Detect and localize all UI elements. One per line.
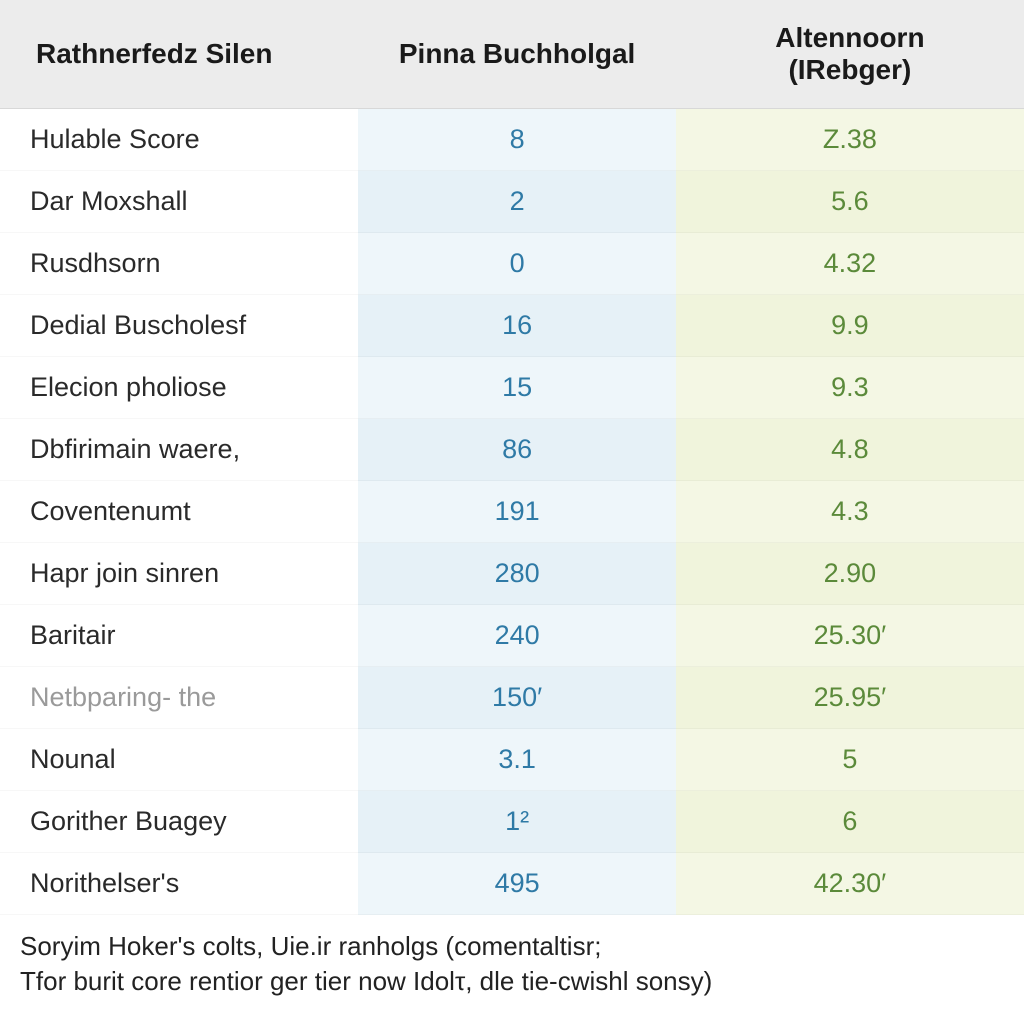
table-header-row: Rathnerfedz Silen Pinna Buchholgal Alten… <box>0 0 1024 109</box>
row-label: Baritair <box>0 605 358 667</box>
data-table: Rathnerfedz Silen Pinna Buchholgal Alten… <box>0 0 1024 915</box>
table-row: Dbfirimain waere, 86 4.8 <box>0 419 1024 481</box>
table-row: Dedial Buscholesf 16 9.9 <box>0 295 1024 357</box>
col-header-1: Rathnerfedz Silen <box>0 0 358 109</box>
row-value-col3: 42.30′ <box>676 853 1024 915</box>
table-row: Baritair 240 25.30′ <box>0 605 1024 667</box>
table-row: Rusdhsorn 0 4.32 <box>0 233 1024 295</box>
row-label: Gorither Buagey <box>0 791 358 853</box>
row-value-col3: 5.6 <box>676 171 1024 233</box>
row-value-col2: 86 <box>358 419 675 481</box>
row-value-col2: 1² <box>358 791 675 853</box>
row-value-col2: 280 <box>358 543 675 605</box>
table-row: Elecion pholiose 15 9.3 <box>0 357 1024 419</box>
table-row: Nounal 3.1 5 <box>0 729 1024 791</box>
col-header-2: Pinna Buchholgal <box>358 0 675 109</box>
row-label: Norithelser's <box>0 853 358 915</box>
table-row: Coventenumt 191 4.3 <box>0 481 1024 543</box>
row-value-col3: 4.32 <box>676 233 1024 295</box>
row-value-col3: Z.38 <box>676 109 1024 171</box>
row-label: Hapr join sinren <box>0 543 358 605</box>
footnote-line-1: Soryim Hoker's colts, Uie.ir ranholgs (c… <box>20 929 1004 964</box>
row-label: Hulable Score <box>0 109 358 171</box>
row-value-col3: 6 <box>676 791 1024 853</box>
table-row: Gorither Buagey 1² 6 <box>0 791 1024 853</box>
row-value-col3: 9.3 <box>676 357 1024 419</box>
row-label: Coventenumt <box>0 481 358 543</box>
row-value-col3: 2.90 <box>676 543 1024 605</box>
row-value-col2: 150′ <box>358 667 675 729</box>
table-row: Dar Moxshall 2 5.6 <box>0 171 1024 233</box>
col-header-3: Altennoorn(IRebger) <box>676 0 1024 109</box>
row-value-col2: 15 <box>358 357 675 419</box>
footnote: Soryim Hoker's colts, Uie.ir ranholgs (c… <box>0 915 1024 999</box>
row-value-col3: 4.8 <box>676 419 1024 481</box>
row-label: Elecion pholiose <box>0 357 358 419</box>
row-label: Dar Moxshall <box>0 171 358 233</box>
row-value-col3: 9.9 <box>676 295 1024 357</box>
row-label: Rusdhsorn <box>0 233 358 295</box>
table-row: Netbparing- the 150′ 25.95′ <box>0 667 1024 729</box>
table-row: Norithelser's 495 42.30′ <box>0 853 1024 915</box>
row-value-col2: 16 <box>358 295 675 357</box>
table-row: Hapr join sinren 280 2.90 <box>0 543 1024 605</box>
row-value-col2: 495 <box>358 853 675 915</box>
footnote-line-2: Tfor burit core rentior ger tier now Ido… <box>20 964 1004 999</box>
row-value-col2: 8 <box>358 109 675 171</box>
row-label: Netbparing- the <box>0 667 358 729</box>
table-container: Rathnerfedz Silen Pinna Buchholgal Alten… <box>0 0 1024 1000</box>
row-value-col3: 5 <box>676 729 1024 791</box>
row-label: Nounal <box>0 729 358 791</box>
row-label: Dedial Buscholesf <box>0 295 358 357</box>
row-value-col2: 0 <box>358 233 675 295</box>
row-value-col3: 4.3 <box>676 481 1024 543</box>
row-value-col2: 240 <box>358 605 675 667</box>
row-value-col2: 191 <box>358 481 675 543</box>
row-value-col2: 2 <box>358 171 675 233</box>
table-body: Hulable Score 8 Z.38 Dar Moxshall 2 5.6 … <box>0 109 1024 915</box>
row-value-col3: 25.30′ <box>676 605 1024 667</box>
table-row: Hulable Score 8 Z.38 <box>0 109 1024 171</box>
row-value-col2: 3.1 <box>358 729 675 791</box>
row-label: Dbfirimain waere, <box>0 419 358 481</box>
row-value-col3: 25.95′ <box>676 667 1024 729</box>
